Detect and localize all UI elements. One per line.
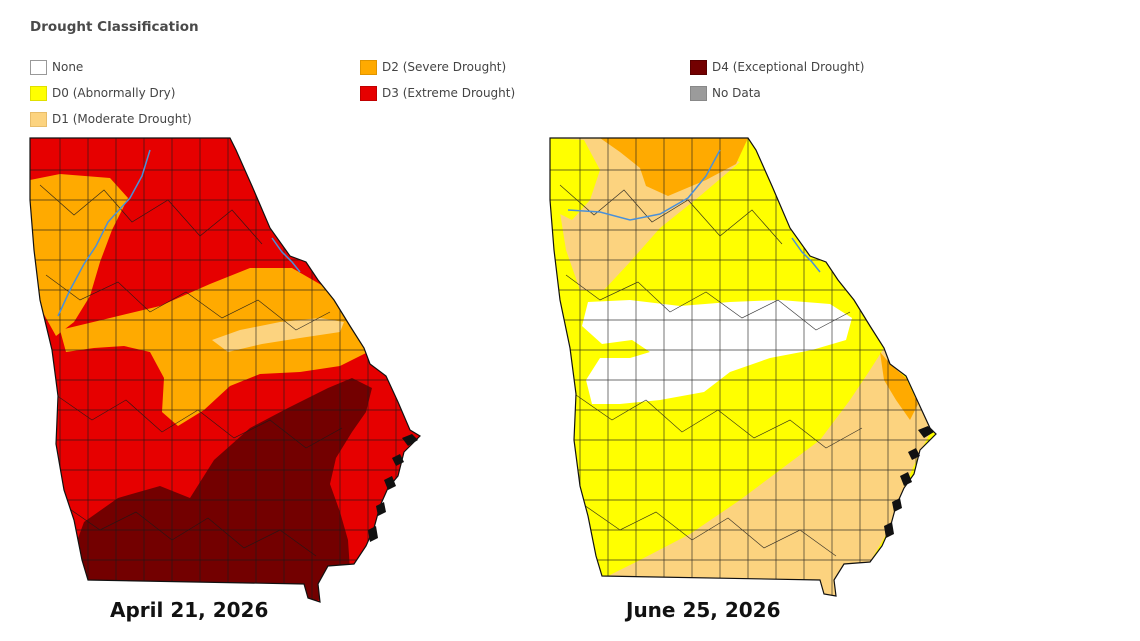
legend-swatch-none bbox=[30, 59, 47, 75]
june-d0-nw-corner bbox=[550, 138, 600, 220]
map-caption-june: June 25, 2026 bbox=[626, 598, 781, 622]
legend-item-d0: D0 (Abnormally Dry) bbox=[30, 84, 175, 102]
june-county-lines bbox=[550, 138, 936, 596]
april-coast-islands bbox=[368, 434, 418, 542]
june-coast-islands bbox=[884, 426, 934, 538]
map-caption-april: April 21, 2026 bbox=[110, 598, 269, 622]
legend-label-d2: D2 (Severe Drought) bbox=[382, 60, 507, 74]
legend-item-d3: D3 (Extreme Drought) bbox=[360, 84, 515, 102]
legend-item-d4: D4 (Exceptional Drought) bbox=[690, 58, 864, 76]
april-d2-central bbox=[60, 268, 372, 426]
april-d2-northwest bbox=[30, 174, 128, 336]
legend-label-d3: D3 (Extreme Drought) bbox=[382, 86, 516, 100]
legend-label-d0: D0 (Abnormally Dry) bbox=[52, 86, 176, 100]
legend-swatch-d2 bbox=[360, 59, 377, 75]
legend-item-d1: D1 (Moderate Drought) bbox=[30, 110, 192, 128]
april-d4-south bbox=[70, 378, 372, 602]
legend-item-d2: D2 (Severe Drought) bbox=[360, 58, 506, 76]
april-county-lines bbox=[30, 138, 420, 602]
legend-label-d4: D4 (Exceptional Drought) bbox=[712, 60, 865, 74]
legend-title: Drought Classification bbox=[30, 19, 199, 35]
june-none-central bbox=[582, 300, 852, 404]
june-d1-southeast bbox=[600, 348, 932, 596]
legend-swatch-d1 bbox=[30, 111, 47, 127]
legend-swatch-d0 bbox=[30, 85, 47, 101]
june-rivers bbox=[567, 149, 821, 273]
june-d2-coast bbox=[880, 352, 918, 420]
legend-swatch-d3 bbox=[360, 85, 377, 101]
june-d2-north bbox=[600, 138, 748, 196]
april-rivers bbox=[57, 149, 301, 317]
legend-item-nodata: No Data bbox=[690, 84, 761, 102]
legend-label-nodata: No Data bbox=[712, 86, 761, 100]
legend-swatch-nodata bbox=[690, 85, 707, 101]
legend-label-none: None bbox=[52, 60, 84, 74]
legend-label-d1: D1 (Moderate Drought) bbox=[52, 112, 192, 126]
april-d1-streak bbox=[212, 318, 344, 352]
legend-item-none: None bbox=[30, 58, 83, 76]
legend-swatch-d4 bbox=[690, 59, 707, 75]
